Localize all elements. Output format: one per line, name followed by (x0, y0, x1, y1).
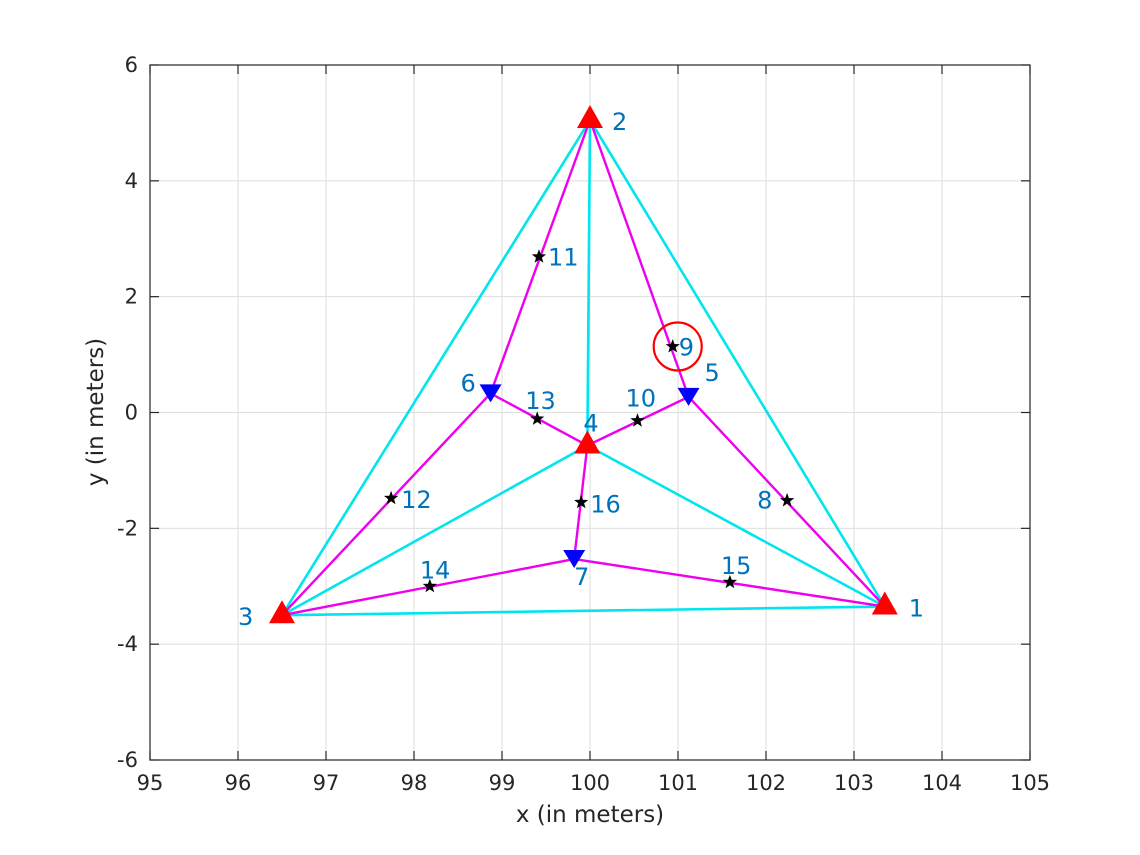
cyan-edge (281, 605, 885, 617)
x-tick-label: 97 (313, 771, 340, 795)
y-tick-label: -6 (117, 748, 138, 772)
target-node-10 (630, 413, 645, 427)
node-label-12: 12 (401, 486, 432, 514)
highlight-circle (652, 321, 703, 372)
y-tick-label: -2 (117, 516, 138, 540)
target-node-9 (665, 339, 680, 353)
x-tick-label: 96 (225, 771, 252, 795)
cyan-edge (588, 119, 886, 608)
cyan-edge (280, 119, 592, 616)
anchor-node-2 (577, 105, 603, 129)
target-node-13 (530, 411, 545, 425)
y-tick-label: 0 (125, 401, 138, 425)
x-tick-label: 98 (401, 771, 428, 795)
node-label-15: 15 (721, 552, 752, 580)
x-axis-title: x (in meters) (516, 802, 664, 828)
cyan-edge (586, 444, 886, 608)
x-tick-label: 104 (922, 771, 962, 795)
edges (280, 119, 886, 617)
x-tick-label: 101 (658, 771, 698, 795)
node-label-6: 6 (461, 369, 476, 397)
node-label-13: 13 (525, 387, 556, 415)
node-label-16: 16 (590, 490, 621, 518)
node-label-7: 7 (574, 563, 589, 591)
target-node-16 (574, 494, 589, 509)
y-tick-label: 6 (125, 53, 138, 77)
x-tick-label: 102 (746, 771, 786, 795)
node-label-2: 2 (612, 108, 627, 136)
node-label-1: 1 (909, 595, 924, 623)
y-tick-label: 2 (125, 285, 138, 309)
magenta-edge (588, 119, 690, 398)
y-axis-title: y (in meters) (83, 338, 109, 486)
node-label-5: 5 (705, 359, 720, 387)
x-tick-label: 99 (489, 771, 516, 795)
cyan-edge (586, 120, 592, 446)
relay-node-6 (479, 384, 502, 403)
anchor-node-4 (574, 430, 601, 454)
node-label-4: 4 (583, 410, 598, 438)
node-label-14: 14 (420, 556, 451, 584)
anchor-node-3 (269, 600, 295, 624)
y-tick-label: 4 (125, 169, 138, 193)
target-node-11 (531, 249, 547, 263)
target-node-8 (780, 493, 795, 507)
node-label-10: 10 (626, 385, 657, 413)
relay-node-5 (677, 387, 700, 406)
node-label-3: 3 (238, 603, 253, 631)
markers (269, 105, 898, 624)
x-tick-label: 105 (1010, 771, 1050, 795)
magenta-edge (281, 392, 492, 617)
node-label-9: 9 (679, 333, 694, 361)
target-node-14 (422, 578, 437, 593)
target-node-15 (722, 574, 738, 589)
cyan-edge (281, 444, 588, 617)
node-label-8: 8 (757, 487, 772, 515)
y-tick-label: -4 (117, 632, 138, 656)
x-tick-label: 100 (570, 771, 610, 795)
x-tick-label: 103 (834, 771, 874, 795)
node-label-11: 11 (548, 244, 579, 272)
relay-node-7 (563, 550, 586, 569)
anchor-node-1 (871, 591, 898, 615)
target-node-12 (384, 490, 399, 505)
x-tick-label: 95 (137, 771, 164, 795)
